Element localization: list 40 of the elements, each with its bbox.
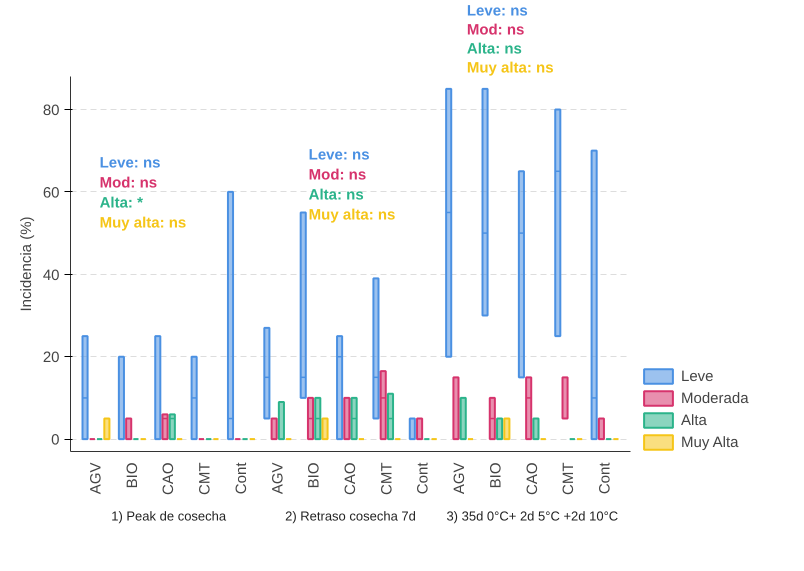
annotation: Leve: ns xyxy=(100,154,160,172)
y-tick-label: 20 xyxy=(42,349,60,366)
x-tick-label: BIO xyxy=(124,462,141,488)
legend-label: Alta xyxy=(681,412,707,428)
y-tick-label: 60 xyxy=(42,184,60,202)
legend-label: Leve xyxy=(681,368,714,384)
x-tick-label: CAO xyxy=(342,462,359,496)
x-tick-label: Cont xyxy=(414,462,432,494)
x-tick-label: AGV xyxy=(451,462,468,494)
annotation: Mod: ns xyxy=(100,174,158,192)
annotation: Muy alta: ns xyxy=(100,214,186,232)
x-tick-label: CMT xyxy=(560,462,578,495)
x-tick-label: AGV xyxy=(269,462,286,494)
x-tick-label: CAO xyxy=(160,462,178,496)
annotation: Muy alta: ns xyxy=(308,206,396,224)
text: 2) Retraso cosecha 7d xyxy=(285,508,416,524)
x-tick-label: BIO xyxy=(306,462,323,488)
y-tick-label: 0 xyxy=(51,432,60,449)
x-tick-label: BIO xyxy=(487,462,504,488)
text: 3) 35d 0°C+ 2d 5°C +2d 10°C xyxy=(446,508,618,524)
text: Mod: ns xyxy=(466,22,524,38)
annotation: Muy alta: ns xyxy=(466,60,554,76)
x-tick-label: AGV xyxy=(87,462,104,494)
text: 1) Peak de cosecha xyxy=(111,508,227,524)
text: Alta: ns xyxy=(466,40,522,58)
annotation: Alta: ns xyxy=(308,186,364,204)
annotation: Mod: ns xyxy=(308,166,366,184)
y-tick-label: 40 xyxy=(42,266,60,284)
annotation: Alta: * xyxy=(100,194,144,212)
annotation: Leve: ns xyxy=(308,146,370,164)
y-tick-label: 80 xyxy=(42,102,60,119)
legend-label: Moderada xyxy=(681,390,749,406)
x-tick-label: Cont xyxy=(232,462,250,494)
x-tick-label: CAO xyxy=(524,462,541,496)
x-tick-label: Cont xyxy=(596,462,614,494)
y-axis-title: Incidencia (%) xyxy=(18,216,35,312)
x-tick-label: CMT xyxy=(378,462,396,495)
x-tick-label: CMT xyxy=(196,462,214,495)
legend-label: Muy Alta xyxy=(681,434,739,450)
text: Leve: ns xyxy=(466,2,528,20)
